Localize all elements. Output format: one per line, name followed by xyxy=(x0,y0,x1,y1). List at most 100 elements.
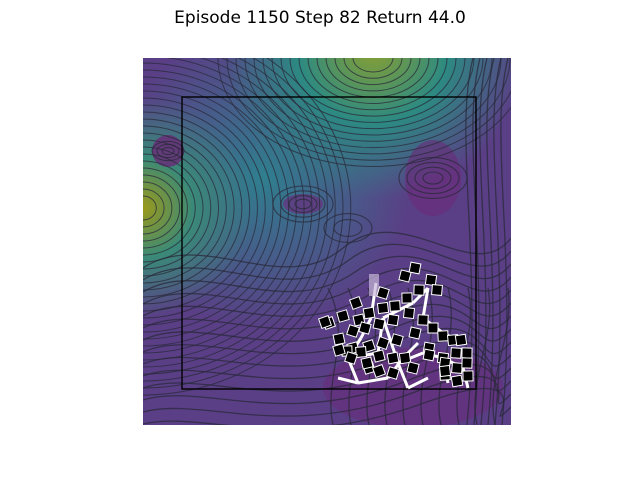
contour-line xyxy=(294,198,312,210)
contour-line xyxy=(493,57,502,426)
robot-block xyxy=(318,315,332,329)
robot-block xyxy=(461,347,473,359)
robot-block xyxy=(346,324,360,338)
robot-block xyxy=(336,309,350,323)
contour-line xyxy=(142,181,173,235)
contour-line xyxy=(422,171,444,185)
game-viewport xyxy=(142,20,529,430)
robot-block xyxy=(371,363,387,379)
robot-block xyxy=(362,306,376,320)
contour-line xyxy=(161,146,175,156)
contour-line xyxy=(327,287,339,426)
contour-line xyxy=(142,243,512,281)
contour-line xyxy=(142,160,196,256)
contour-line xyxy=(142,55,313,361)
robot-block xyxy=(437,330,449,342)
robot-link xyxy=(337,376,359,385)
robot-block xyxy=(451,362,463,374)
contour-line xyxy=(142,132,227,284)
robot-block xyxy=(355,346,367,358)
contour-line xyxy=(226,57,520,161)
robot-block xyxy=(450,347,462,359)
robot-block xyxy=(402,306,416,320)
robot-block xyxy=(386,366,400,380)
contour-line xyxy=(244,57,502,149)
contour-line xyxy=(142,363,512,405)
contour-line xyxy=(333,219,363,237)
robot-block xyxy=(376,286,390,300)
contour-line xyxy=(343,57,403,79)
robot-block xyxy=(461,357,473,369)
robot-ghost-segment xyxy=(369,274,379,296)
contour-line xyxy=(280,190,326,218)
robot-block xyxy=(454,333,468,347)
robot-block xyxy=(332,343,346,357)
contour-line xyxy=(271,57,475,130)
robot-link xyxy=(421,287,430,319)
contour-line xyxy=(142,90,274,326)
contour-line xyxy=(142,97,266,319)
contour-line xyxy=(298,57,448,111)
contour-line xyxy=(492,287,510,426)
contour-line xyxy=(307,57,439,104)
contour-line xyxy=(142,231,512,269)
contour-line xyxy=(486,57,495,426)
contour-line xyxy=(142,188,165,228)
contour-line xyxy=(253,57,493,142)
robot-block xyxy=(389,300,401,312)
terrain-field xyxy=(142,20,529,430)
contour-line xyxy=(142,267,512,305)
contour-line xyxy=(142,69,297,347)
contour-line xyxy=(142,62,305,354)
robot-link xyxy=(407,376,429,390)
contour-line xyxy=(142,167,188,249)
robot-block xyxy=(386,313,400,327)
contour-line xyxy=(414,166,452,190)
contour-line xyxy=(217,57,529,167)
robot-block xyxy=(450,374,464,388)
robot-block xyxy=(376,301,390,315)
contour-line xyxy=(288,195,318,213)
robot-block xyxy=(372,317,386,331)
robot-link xyxy=(357,376,389,385)
robot-body xyxy=(318,261,474,390)
robot-block xyxy=(358,321,372,335)
robot-block xyxy=(398,269,412,283)
contour-line xyxy=(142,41,328,375)
contour-line xyxy=(406,161,460,195)
contour-line xyxy=(352,57,394,73)
robot-block xyxy=(360,356,374,370)
robot-block xyxy=(413,284,425,296)
robot-block xyxy=(401,292,413,304)
robot-block xyxy=(406,361,420,375)
robot-block xyxy=(427,322,439,334)
robot-block xyxy=(332,332,346,346)
robot-block xyxy=(422,348,436,362)
robot-block xyxy=(462,370,474,382)
contour-line xyxy=(142,375,512,417)
robot-block xyxy=(390,333,404,347)
robot-link xyxy=(396,362,410,389)
contour-line xyxy=(325,57,421,92)
robot-block xyxy=(376,336,390,350)
robot-block xyxy=(431,284,443,296)
robot-block xyxy=(344,351,358,365)
robot-block xyxy=(408,261,422,275)
contour-line xyxy=(272,185,334,223)
contour-lines xyxy=(142,20,529,430)
basin-center xyxy=(283,194,323,214)
robot-block xyxy=(348,295,364,311)
robot-block xyxy=(408,326,422,340)
robot-block xyxy=(438,364,452,378)
contour-line xyxy=(142,174,181,242)
contour-line xyxy=(156,143,180,159)
contour-line xyxy=(323,213,373,243)
robot-block xyxy=(372,349,386,363)
contour-line xyxy=(479,57,488,426)
contour-line xyxy=(142,83,282,333)
robot-block xyxy=(417,314,429,326)
episode-title: Episode 1150 Step 82 Return 44.0 xyxy=(174,8,466,28)
contour-line xyxy=(334,57,412,86)
contour-line xyxy=(289,57,457,117)
contour-line xyxy=(262,57,484,136)
